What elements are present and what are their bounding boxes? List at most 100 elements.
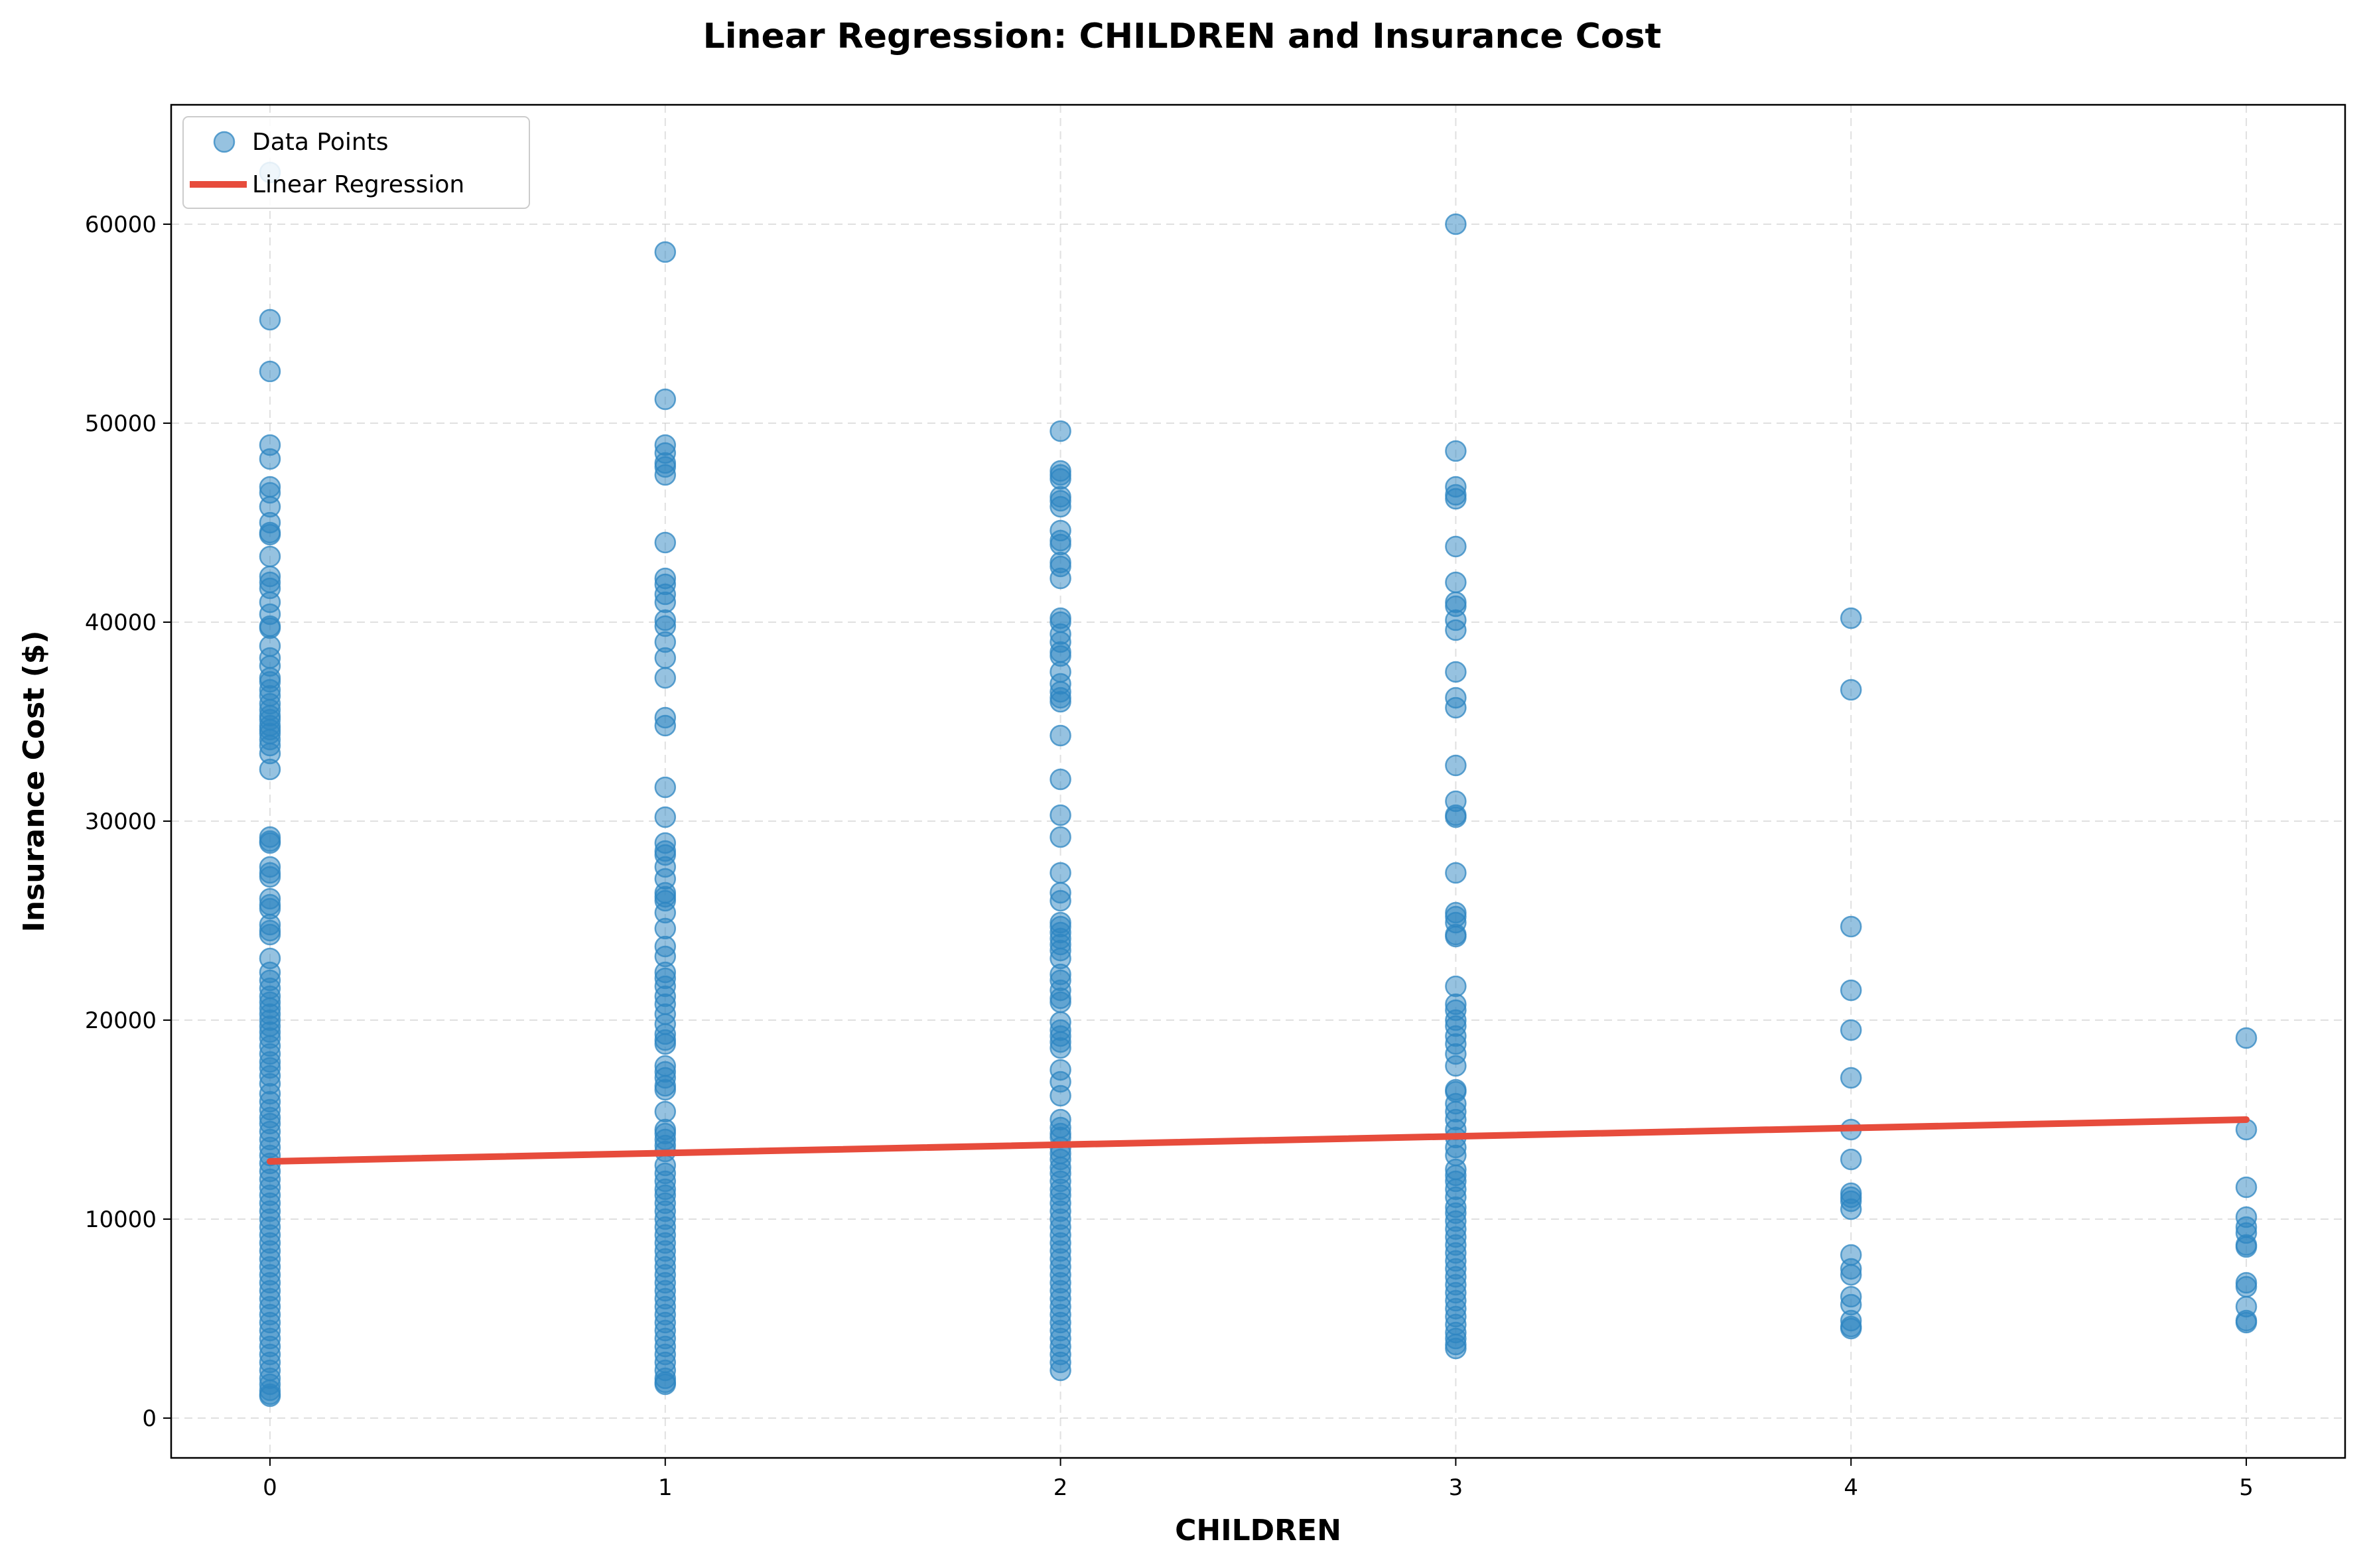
plot-frame	[170, 103, 2346, 1459]
regression-line-layer	[266, 1116, 2250, 1165]
x-tick-label: 4	[1844, 1474, 1858, 1501]
data-point	[654, 388, 677, 411]
data-point	[1049, 889, 1071, 912]
data-point	[1445, 806, 1467, 828]
data-point	[654, 464, 677, 486]
data-point	[654, 1373, 677, 1396]
y-tick-label: 20000	[85, 1008, 157, 1034]
x-tick-label: 3	[1449, 1474, 1463, 1501]
data-point	[2235, 1027, 2258, 1049]
data-point	[1445, 571, 1467, 594]
data-point	[1049, 1084, 1071, 1107]
data-point	[259, 545, 281, 568]
grid-layer	[171, 105, 2345, 1458]
data-point	[1049, 1037, 1071, 1059]
data-point	[654, 667, 677, 689]
y-tick-label: 10000	[85, 1207, 157, 1233]
data-point	[2235, 1236, 2258, 1258]
regression-line	[266, 1116, 2250, 1165]
data-point	[654, 776, 677, 799]
data-point	[1049, 533, 1071, 556]
x-axis-label: CHILDREN	[1175, 1514, 1341, 1547]
data-point	[2235, 1311, 2258, 1334]
data-point	[1840, 679, 1862, 701]
data-point	[1445, 862, 1467, 884]
y-tick-label: 40000	[85, 610, 157, 636]
data-point	[2235, 1275, 2258, 1298]
data-point	[1049, 991, 1071, 1013]
data-point	[654, 714, 677, 737]
legend-label-data-points: Data Points	[252, 129, 389, 156]
data-point	[1840, 607, 1862, 629]
data-point	[654, 917, 677, 940]
data-point	[1840, 1317, 1862, 1340]
data-point	[654, 1078, 677, 1101]
data-point	[259, 923, 281, 946]
data-point	[1049, 468, 1071, 490]
y-axis-label: Insurance Cost ($)	[17, 630, 51, 932]
data-point	[1445, 661, 1467, 683]
data-point	[259, 617, 281, 639]
chart-title: Linear Regression: CHILDREN and Insuranc…	[703, 17, 1662, 56]
data-point	[1445, 535, 1467, 558]
data-point	[1049, 690, 1071, 713]
data-point	[1049, 804, 1071, 826]
data-point	[259, 832, 281, 854]
data-point	[1445, 754, 1467, 777]
data-point	[1840, 1198, 1862, 1220]
data-point	[1840, 1067, 1862, 1089]
data-point	[1445, 488, 1467, 510]
data-point	[2235, 1176, 2258, 1199]
legend-box	[182, 116, 530, 209]
data-point	[1445, 213, 1467, 235]
data-point	[259, 308, 281, 331]
y-tick-label: 0	[142, 1405, 157, 1432]
data-point	[654, 647, 677, 669]
legend-label-linear-regression: Linear Regression	[252, 171, 464, 198]
axes-layer: 0 1 2 3 4 5 0 10000 20000 30000 40000 50000 60000	[85, 212, 2254, 1501]
data-point	[1049, 768, 1071, 791]
data-point	[1049, 495, 1071, 518]
data-point	[1840, 1264, 1862, 1286]
data-point	[1840, 915, 1862, 938]
x-tick-label: 0	[263, 1474, 277, 1501]
data-point	[654, 591, 677, 614]
data-point	[654, 806, 677, 828]
data-point	[259, 360, 281, 383]
y-tick-label: 60000	[85, 212, 157, 238]
data-point	[259, 448, 281, 470]
data-point	[1445, 975, 1467, 998]
data-point	[259, 758, 281, 781]
data-point	[1049, 862, 1071, 884]
data-point	[1840, 979, 1862, 1002]
data-point	[1445, 1337, 1467, 1360]
data-point	[1445, 1055, 1467, 1077]
data-point	[259, 523, 281, 546]
data-point	[1049, 724, 1071, 747]
y-tick-label: 30000	[85, 809, 157, 835]
legend: Data Points Linear Regression	[182, 116, 530, 209]
data-point	[259, 866, 281, 888]
data-point	[1445, 440, 1467, 462]
data-point	[1840, 1019, 1862, 1041]
data-point	[654, 531, 677, 554]
data-point	[1049, 1359, 1071, 1382]
data-point	[654, 1100, 677, 1123]
data-point	[1049, 567, 1071, 590]
data-point	[1840, 1148, 1862, 1171]
data-point	[1445, 696, 1467, 719]
data-point	[1049, 826, 1071, 848]
x-tick-label: 1	[658, 1474, 673, 1501]
data-point	[1049, 420, 1071, 442]
x-tick-label: 2	[1053, 1474, 1068, 1501]
data-point	[1445, 925, 1467, 948]
scatter-points-layer	[259, 161, 2258, 1407]
x-tick-label: 5	[2239, 1474, 2254, 1501]
data-point	[654, 1033, 677, 1055]
data-point	[1445, 619, 1467, 641]
y-tick-label: 50000	[85, 411, 157, 437]
data-point	[654, 241, 677, 263]
legend-marker-data-points	[213, 131, 236, 153]
